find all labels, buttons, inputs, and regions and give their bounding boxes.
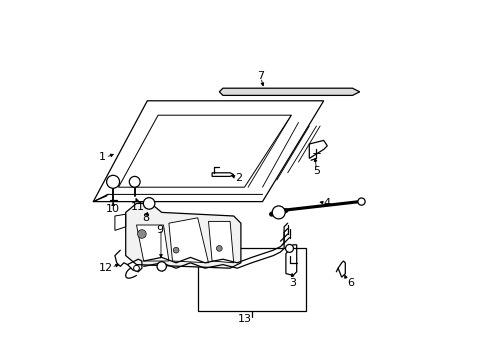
- Text: 11: 11: [131, 202, 145, 212]
- Circle shape: [137, 230, 146, 238]
- Bar: [197, 248, 305, 311]
- Polygon shape: [136, 225, 168, 261]
- Polygon shape: [125, 203, 241, 268]
- Circle shape: [157, 262, 166, 271]
- Circle shape: [129, 176, 140, 187]
- Text: 1: 1: [99, 152, 105, 162]
- Circle shape: [285, 244, 293, 252]
- Polygon shape: [208, 221, 233, 263]
- Text: 6: 6: [346, 278, 353, 288]
- Polygon shape: [219, 88, 359, 95]
- Text: 7: 7: [257, 71, 264, 81]
- Text: 5: 5: [312, 166, 319, 176]
- Polygon shape: [168, 218, 208, 263]
- Text: 9: 9: [156, 225, 163, 235]
- Text: 4: 4: [323, 198, 330, 208]
- Text: 2: 2: [235, 173, 242, 183]
- Circle shape: [357, 198, 365, 205]
- Circle shape: [216, 246, 222, 251]
- Text: 8: 8: [142, 213, 149, 223]
- Circle shape: [106, 175, 120, 188]
- Text: 10: 10: [106, 204, 120, 214]
- Polygon shape: [212, 173, 233, 176]
- Circle shape: [173, 247, 179, 253]
- Text: 13: 13: [237, 314, 251, 324]
- Text: 12: 12: [99, 263, 113, 273]
- Text: 3: 3: [289, 278, 296, 288]
- Circle shape: [272, 206, 285, 219]
- Circle shape: [143, 198, 155, 209]
- Circle shape: [133, 265, 139, 271]
